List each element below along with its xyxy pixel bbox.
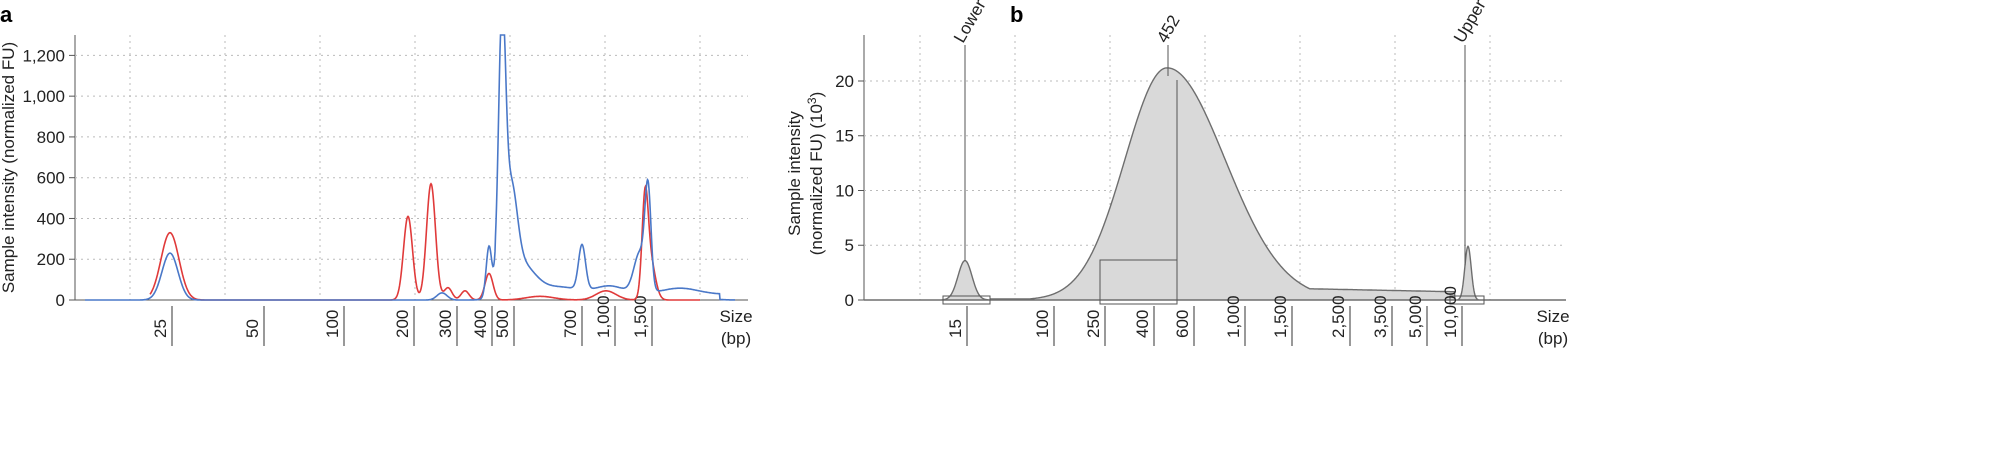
- x-marker-label-b: 2,500: [1329, 295, 1348, 338]
- region-lower: [942, 295, 991, 305]
- annotation-label-0: Lower: [950, 0, 990, 46]
- x-marker-label-b: 1,000: [1224, 295, 1243, 338]
- y-tick-label-a: 200: [37, 250, 65, 269]
- y-tick-label-b: 10: [835, 181, 854, 200]
- y-tick-label-b: 0: [845, 291, 854, 310]
- annotation-label-1: 452: [1153, 12, 1184, 46]
- y-axis-title-b2-sup: 3: [805, 97, 819, 104]
- y-tick-label-a: 400: [37, 209, 65, 228]
- x-marker-label-a: 100: [323, 310, 342, 338]
- panel-a-label: a: [0, 2, 13, 27]
- y-tick-label-a: 0: [56, 291, 65, 310]
- y-axis-title-b2-main: (normalized FU) (10: [807, 104, 826, 255]
- series-line-blue: [85, 34, 735, 301]
- x-marker-label-a: 1,000: [594, 295, 613, 338]
- area-series: [864, 67, 1566, 301]
- region-upper: [1449, 295, 1485, 305]
- x-marker-label-b: 3,500: [1371, 295, 1390, 338]
- y-tick-label-a: 1,000: [22, 87, 65, 106]
- panel-b: b 0 5 10 15 20 Sample intensity (normalized FU…: [785, 0, 1570, 348]
- x-axis-unit-a: (bp): [721, 329, 751, 348]
- x-marker-label-b: 10,000: [1441, 286, 1460, 338]
- x-marker-label-a: 50: [243, 319, 262, 338]
- annotation-label-2: Upper: [1450, 0, 1490, 46]
- x-marker-label-a: 500: [493, 310, 512, 338]
- y-tick-label-a: 1,200: [22, 46, 65, 65]
- x-marker-label-b: 400: [1133, 310, 1152, 338]
- x-axis-title-a: Size: [719, 307, 752, 326]
- x-marker-label-b: 600: [1173, 310, 1192, 338]
- y-tick-label-b: 15: [835, 127, 854, 146]
- x-marker-label-a: 200: [393, 310, 412, 338]
- panel-b-label: b: [1010, 2, 1023, 27]
- x-marker-label-a: 25: [151, 319, 170, 338]
- x-marker-label-a: 1,500: [631, 295, 650, 338]
- x-marker-label-b: 250: [1084, 310, 1103, 338]
- y-tick-label-b: 20: [835, 72, 854, 91]
- x-marker-label-a: 400: [471, 310, 490, 338]
- y-axis-title-b2: (normalized FU) (103): [805, 92, 826, 256]
- y-axis-title-b2-close: ): [807, 92, 826, 98]
- y-axis-title-b1: Sample intensity: [785, 111, 804, 236]
- x-marker-label-b: 15: [946, 319, 965, 338]
- x-marker-label-b: 100: [1033, 310, 1052, 338]
- x-axis-title-b: Size: [1536, 307, 1569, 326]
- x-axis-unit-b: (bp): [1538, 329, 1568, 348]
- y-tick-label-b: 5: [845, 236, 854, 255]
- x-marker-label-b: 1,500: [1271, 295, 1290, 338]
- x-marker-label-a: 700: [561, 310, 580, 338]
- x-marker-label-b: 5,000: [1406, 295, 1425, 338]
- y-tick-label-a: 600: [37, 169, 65, 188]
- series-line-red: [149, 182, 700, 301]
- y-axis-title-a: Sample intensity (normalized FU): [0, 42, 18, 293]
- y-tick-label-a: 800: [37, 128, 65, 147]
- x-marker-label-a: 300: [436, 310, 455, 338]
